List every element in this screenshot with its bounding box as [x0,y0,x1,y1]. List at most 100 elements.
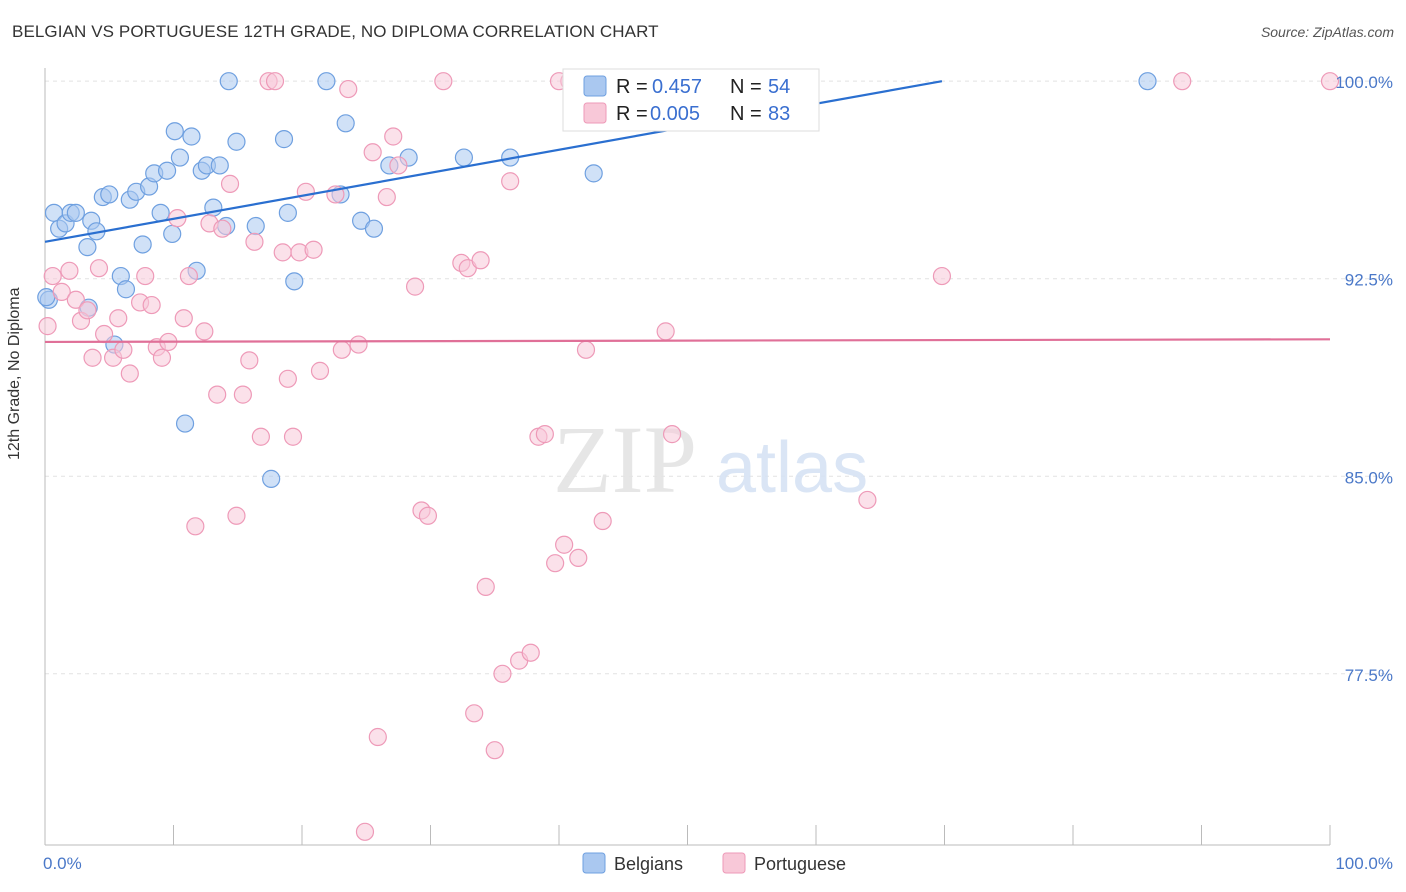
point-portuguese-80 [1173,72,1192,91]
point-portuguese-77 [662,425,682,444]
point-portuguese-2 [52,282,71,301]
y-tick-label-2: 85.0% [1345,468,1393,487]
stats-r-value-portuguese: 0.005 [650,103,700,125]
stats-r-value-belgians: 0.457 [652,76,702,98]
bottom-legend: Belgians Portuguese [582,852,846,874]
point-portuguese-68 [535,425,554,444]
point-portuguese-47 [355,822,375,841]
point-belgians-52 [1138,72,1157,91]
point-portuguese-16 [142,295,161,315]
watermark: ZIP atlas [553,406,868,513]
point-portuguese-45 [339,79,358,99]
y-tick-labels: 100.0% 92.5% 85.0% 77.5% [1335,73,1393,685]
gridlines [45,80,1390,675]
watermark-zip: ZIP [553,406,697,513]
point-portuguese-64 [501,172,520,191]
point-belgians-25 [175,414,195,433]
point-portuguese-26 [208,385,227,404]
y-tick-label-1: 92.5% [1345,271,1393,290]
point-portuguese-33 [251,427,270,446]
point-portuguese-72 [569,548,588,568]
point-belgians-5 [66,203,85,222]
point-portuguese-59 [465,704,484,723]
point-belgians-36 [262,469,281,488]
x-tick-label-0: 0.0% [43,854,82,873]
point-portuguese-46 [349,335,368,354]
point-belgians-37 [274,130,294,149]
legend-label-belgians: Belgians [614,854,683,874]
point-belgians-34 [227,132,246,151]
point-portuguese-36 [273,243,292,262]
point-belgians-33 [219,72,238,91]
stats-n-value-portuguese: 83 [768,103,790,125]
point-belgians-40 [317,72,336,91]
point-portuguese-21 [174,309,193,328]
stats-r-label-belgians: R = [616,76,648,98]
stats-n-label-portuguese: N = [730,103,762,125]
point-belgians-24 [170,148,190,167]
point-belgians-22 [163,224,182,244]
point-portuguese-76 [656,322,675,341]
point-portuguese-60 [471,251,490,270]
point-portuguese-81 [1320,72,1340,91]
trend-line-portuguese [44,338,1331,344]
point-belgians-20 [151,203,170,222]
point-portuguese-35 [265,72,285,91]
point-belgians-14 [116,280,136,299]
point-portuguese-30 [233,385,252,404]
point-belgians-49 [584,164,603,183]
stats-swatch-portuguese [583,102,607,124]
point-portuguese-22 [179,266,199,286]
watermark-atlas: atlas [716,428,868,508]
point-belgians-31 [210,156,229,175]
point-portuguese-38 [283,427,303,446]
point-belgians-17 [133,235,152,254]
point-portuguese-52 [389,156,408,175]
chart-title: BELGIAN VS PORTUGUESE 12TH GRADE, NO DIP… [12,22,659,41]
x-tick-label-1: 100.0% [1335,854,1393,873]
stats-swatch-belgians [583,75,607,97]
chart-source: Source: ZipAtlas.com [1260,24,1394,40]
point-belgians-53 [37,288,56,307]
point-belgians-39 [285,272,304,291]
point-portuguese-44 [332,340,351,359]
point-portuguese-40 [296,182,315,201]
point-portuguese-55 [418,506,438,525]
point-portuguese-3 [60,261,79,280]
point-belgians-44 [364,219,384,238]
point-portuguese-32 [245,232,264,251]
point-portuguese-53 [405,277,425,296]
stats-legend: R = 0.457 N = 54 R = 0.005 N = 83 [562,68,820,132]
stats-n-label-belgians: N = [730,76,762,98]
point-portuguese-0 [38,317,57,336]
point-portuguese-66 [521,643,540,662]
axes [44,68,1331,846]
legend-swatch-belgians [582,852,606,874]
y-tick-label-3: 77.5% [1345,666,1393,685]
point-belgians-26 [182,127,201,146]
point-portuguese-56 [434,72,453,91]
point-belgians-38 [278,203,297,222]
legend-label-portuguese: Portuguese [754,854,846,874]
point-belgians-35 [246,216,265,236]
point-portuguese-78 [858,490,877,510]
point-portuguese-13 [120,364,139,383]
point-portuguese-29 [227,506,246,525]
point-belgians-11 [100,185,119,204]
point-portuguese-79 [932,266,952,286]
point-portuguese-74 [593,511,612,531]
point-portuguese-42 [310,361,330,380]
stats-n-value-belgians: 54 [768,76,790,98]
point-portuguese-49 [368,727,387,747]
point-portuguese-12 [114,340,133,359]
point-portuguese-15 [136,266,155,286]
point-portuguese-31 [240,351,259,370]
point-portuguese-9 [95,324,114,344]
point-portuguese-73 [576,340,596,359]
legend-swatch-portuguese [722,852,746,874]
point-portuguese-37 [278,369,297,388]
point-belgians-23 [165,122,184,141]
point-portuguese-70 [555,535,574,554]
point-portuguese-28 [220,174,240,193]
